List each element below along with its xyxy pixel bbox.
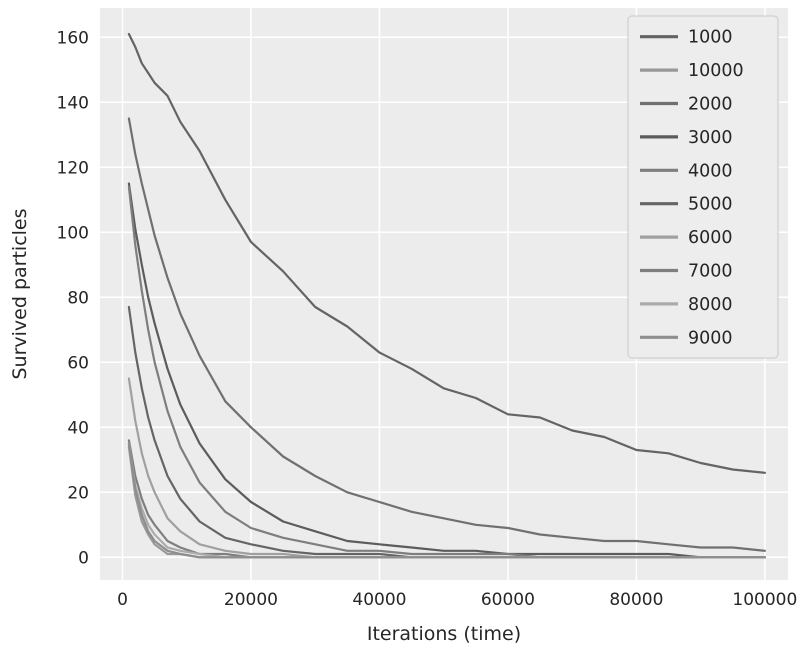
y-tick-label: 40 <box>67 418 89 438</box>
legend-label: 6000 <box>688 228 733 248</box>
legend-label: 1000 <box>688 28 733 48</box>
series-line-1000 <box>127 32 767 474</box>
y-axis-label: Survived particles <box>9 208 31 379</box>
x-tick-label: 20000 <box>224 590 278 610</box>
y-tick-label: 100 <box>57 223 89 243</box>
y-tick-label: 20 <box>67 483 89 503</box>
legend-label: 10000 <box>688 61 744 81</box>
y-tick-label: 160 <box>57 28 89 48</box>
legend-label: 3000 <box>688 128 733 148</box>
x-axis-label: Iterations (time) <box>367 623 521 645</box>
series-line-3000 <box>127 182 767 559</box>
series-line-9000 <box>127 442 767 559</box>
legend-label: 9000 <box>688 328 733 348</box>
y-tick-label: 0 <box>78 548 89 568</box>
legend-label: 8000 <box>688 295 733 315</box>
x-tick-label: 40000 <box>352 590 406 610</box>
x-tick-label: 0 <box>117 590 128 610</box>
legend-label: 4000 <box>688 161 733 181</box>
legend-label: 7000 <box>688 262 733 282</box>
series-line-2000 <box>127 117 767 552</box>
y-tick-label: 140 <box>57 93 89 113</box>
legend-label: 2000 <box>688 95 733 115</box>
y-tick-label: 80 <box>67 288 89 308</box>
x-tick-label: 60000 <box>481 590 535 610</box>
x-tick-label: 100000 <box>732 590 797 610</box>
legend-box <box>627 15 779 359</box>
plot-layer: 0 20000 40000 60000 80000 100000 0 20 40 60 80 100 1… <box>57 8 797 610</box>
legend-label: 5000 <box>688 195 733 215</box>
x-tick-label: 80000 <box>609 590 663 610</box>
y-tick-label: 120 <box>57 158 89 178</box>
y-tick-label: 60 <box>67 353 89 373</box>
